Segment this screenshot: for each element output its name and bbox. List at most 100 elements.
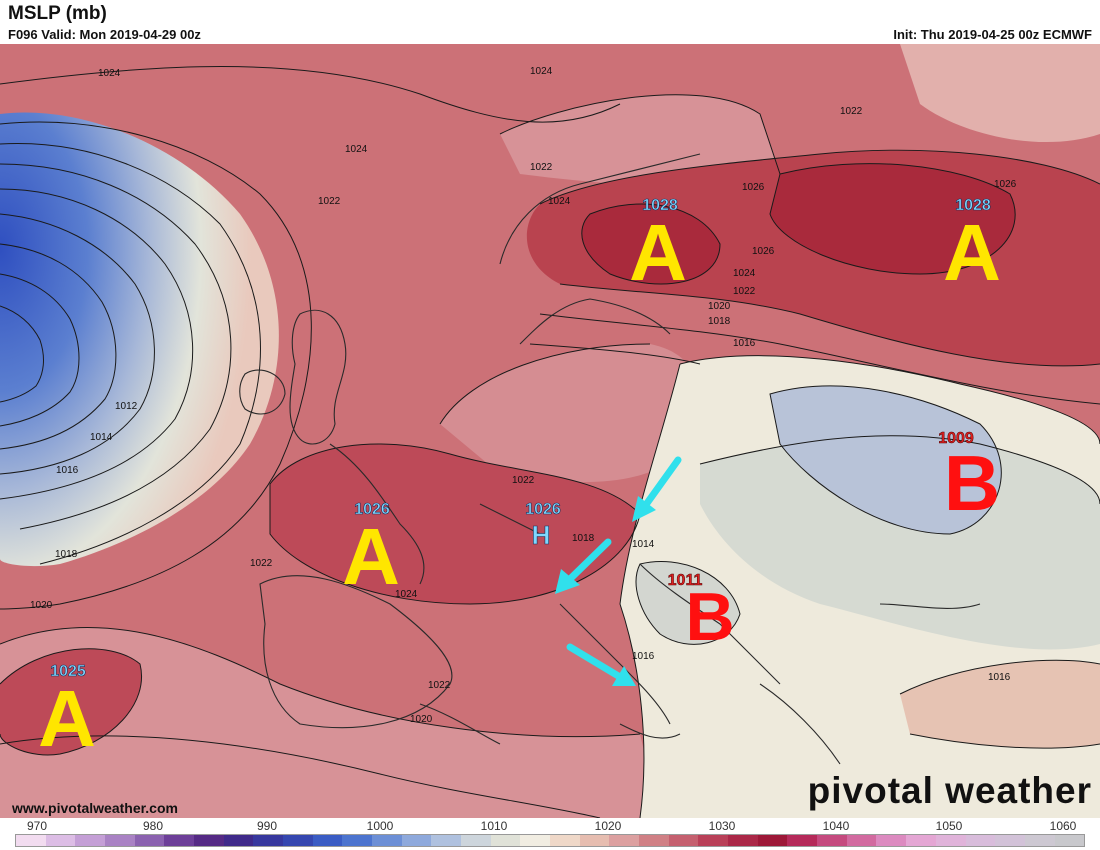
high-center-letter: A [943, 208, 1001, 297]
isobar-label: 1026 [742, 182, 765, 193]
low-center-letter: B [685, 579, 734, 655]
colorbar-swatch [105, 835, 135, 846]
isobar-label: 1022 [530, 162, 553, 173]
colorbar-swatch [372, 835, 402, 846]
isobar-label: 1018 [708, 316, 731, 327]
colorbar-swatch [223, 835, 254, 846]
colorbar-swatch [965, 835, 996, 846]
colorbar-swatch [134, 835, 165, 846]
isobar-label: 1024 [548, 196, 571, 207]
low-center-value: 1011 [668, 572, 703, 589]
high-center-value: 1026 [354, 501, 390, 518]
pressure-centers: 1028 A 1028 A 1026 A 1026 H 1025 A 1009 … [38, 197, 1001, 763]
isobar-label: 1024 [98, 68, 121, 79]
pressure-zone-atlantic-low [0, 112, 279, 567]
isobar-label: 1020 [30, 600, 53, 611]
isobar-label: 1026 [994, 179, 1017, 190]
coastlines [239, 153, 981, 765]
isobar-label: 1012 [115, 401, 138, 412]
low-center-letter: B [944, 439, 1000, 527]
isobar-label: 1022 [428, 680, 451, 691]
isobar-label: 1016 [988, 672, 1011, 683]
colorbar-swatch [728, 835, 758, 846]
pressure-zone-high-core-1 [581, 204, 720, 284]
website-url: www.pivotalweather.com [12, 800, 178, 816]
map-title: MSLP (mb) [8, 3, 107, 24]
colorbar-swatch [846, 835, 877, 846]
high-center-value: 1028 [955, 197, 991, 214]
colorbar-swatch [817, 835, 847, 846]
isobar-label: 1022 [318, 196, 341, 207]
isobar-label: 1022 [733, 286, 756, 297]
high-center-value: 1025 [50, 663, 86, 680]
colorbar-swatch [668, 835, 699, 846]
init-time: Init: Thu 2019-04-25 00z ECMWF [893, 27, 1092, 42]
colorbar-swatch [520, 835, 551, 846]
pressure-zone-central [440, 344, 700, 483]
colorbar-swatch [639, 835, 669, 846]
colorbar-swatch [550, 835, 580, 846]
colorbar-swatch [461, 835, 491, 846]
arrow-icon [632, 456, 682, 522]
isobar-label: 1014 [90, 432, 113, 443]
colorbar-swatch [935, 835, 966, 846]
isobar-lines [0, 66, 1100, 818]
pressure-zone-high-azores [0, 648, 142, 755]
colorbar-swatch [312, 835, 343, 846]
isobar-label: 1022 [512, 475, 535, 486]
high-center-value: 1028 [642, 197, 678, 214]
pressure-zone-low-east [770, 385, 1002, 534]
colorbar-swatch [342, 835, 373, 846]
colorbar-swatch [698, 835, 729, 846]
colorbar-strip [15, 834, 1085, 847]
colorbar-tick-label: 980 [142, 819, 164, 833]
colorbar-swatch [579, 835, 610, 846]
isobar-label: 1014 [632, 539, 655, 550]
isobar-label: 1022 [250, 558, 273, 569]
colorbar-swatch [164, 835, 195, 846]
isobar-label: 1018 [55, 549, 78, 560]
colorbar-swatch [876, 835, 907, 846]
colorbar-tick-label: 1050 [935, 819, 963, 833]
colorbar-swatch [16, 835, 46, 846]
isobar-label: 1016 [56, 465, 79, 476]
colorbar-tick-label: 1000 [366, 819, 394, 833]
high-center-letter: H [532, 520, 551, 550]
colorbar-swatch [1024, 835, 1055, 846]
colorbar-swatch [1054, 835, 1085, 846]
isobar-label: 1024 [395, 589, 418, 600]
colorbar-swatch [787, 835, 818, 846]
high-center-value: 1026 [525, 501, 561, 518]
pressure-zone-south [0, 627, 660, 818]
colorbar-swatch [75, 835, 106, 846]
colorbar-swatch [194, 835, 224, 846]
colorbar-tick-label: 1030 [708, 819, 736, 833]
isobar-label: 1016 [632, 651, 655, 662]
colorbar-tick-label: 990 [256, 819, 278, 833]
colorbar-swatch [253, 835, 284, 846]
colorbar-swatch [283, 835, 313, 846]
colorbar-swatch [609, 835, 640, 846]
high-center-letter: A [629, 208, 687, 297]
colorbar-tick-label: 1040 [822, 819, 850, 833]
arrow-icon [555, 538, 612, 594]
colorbar-swatch [45, 835, 76, 846]
pressure-zone-east-warm [900, 660, 1100, 749]
arrow-icon [566, 643, 636, 686]
high-center-letter: A [38, 674, 96, 763]
isobar-label: 1018 [572, 533, 595, 544]
isobar-labels: 1024 1024 1024 1022 1022 1022 1024 1026 … [30, 66, 1017, 725]
pressure-zone-east-grey [700, 435, 1100, 650]
pressure-zone-1022 [500, 94, 780, 186]
colorbar-swatch [995, 835, 1025, 846]
valid-time: F096 Valid: Mon 2019-04-29 00z [8, 27, 201, 42]
pivotal-weather-logo: pivotal weather [807, 770, 1092, 811]
pressure-zone-high-core-2 [770, 163, 1016, 274]
high-center-letter: A [342, 512, 400, 601]
colorbar-swatch [401, 835, 432, 846]
mslp-map: 1024 1024 1024 1022 1022 1022 1024 1026 … [0, 44, 1100, 818]
pressure-zone-east-light [900, 44, 1100, 143]
isobar-label: 1024 [530, 66, 553, 77]
map-header: MSLP (mb) F096 Valid: Mon 2019-04-29 00z… [0, 0, 1100, 44]
colorbar-swatch [757, 835, 788, 846]
